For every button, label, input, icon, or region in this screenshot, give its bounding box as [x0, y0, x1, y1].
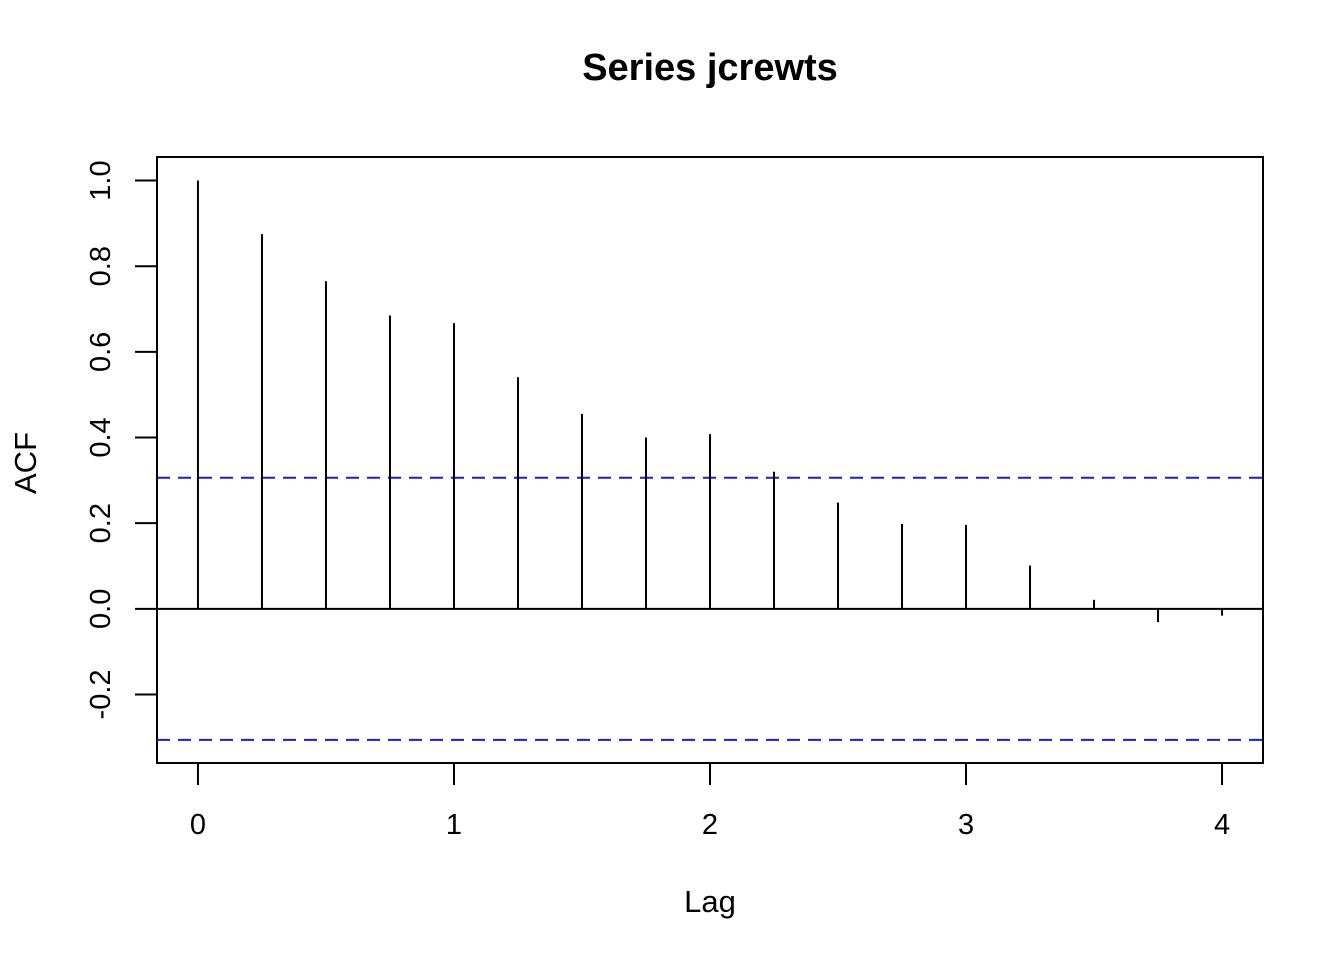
y-tick-label: 0.2 [85, 503, 117, 543]
y-tick-label: 0.4 [85, 417, 117, 457]
y-axis-label: ACF [8, 432, 43, 494]
x-tick-label: 1 [446, 809, 462, 841]
x-tick-label: 4 [1214, 809, 1230, 841]
y-tick-label: 1.0 [85, 160, 117, 200]
x-axis-label: Lag [684, 884, 736, 919]
y-tick-label: 0.6 [85, 332, 117, 372]
y-tick-label: 0.8 [85, 246, 117, 286]
x-tick-label: 3 [958, 809, 974, 841]
x-tick-label: 0 [190, 809, 206, 841]
chart-title: Series jcrewts [582, 47, 838, 89]
chart-marks: 0 1 2 3 4 -0.2 0.0 0.2 0.4 0.6 0.8 1.0 [85, 160, 1263, 841]
y-tick-label: 0.0 [85, 589, 117, 629]
y-tick-label: -0.2 [85, 669, 117, 719]
x-tick-label: 2 [702, 809, 718, 841]
